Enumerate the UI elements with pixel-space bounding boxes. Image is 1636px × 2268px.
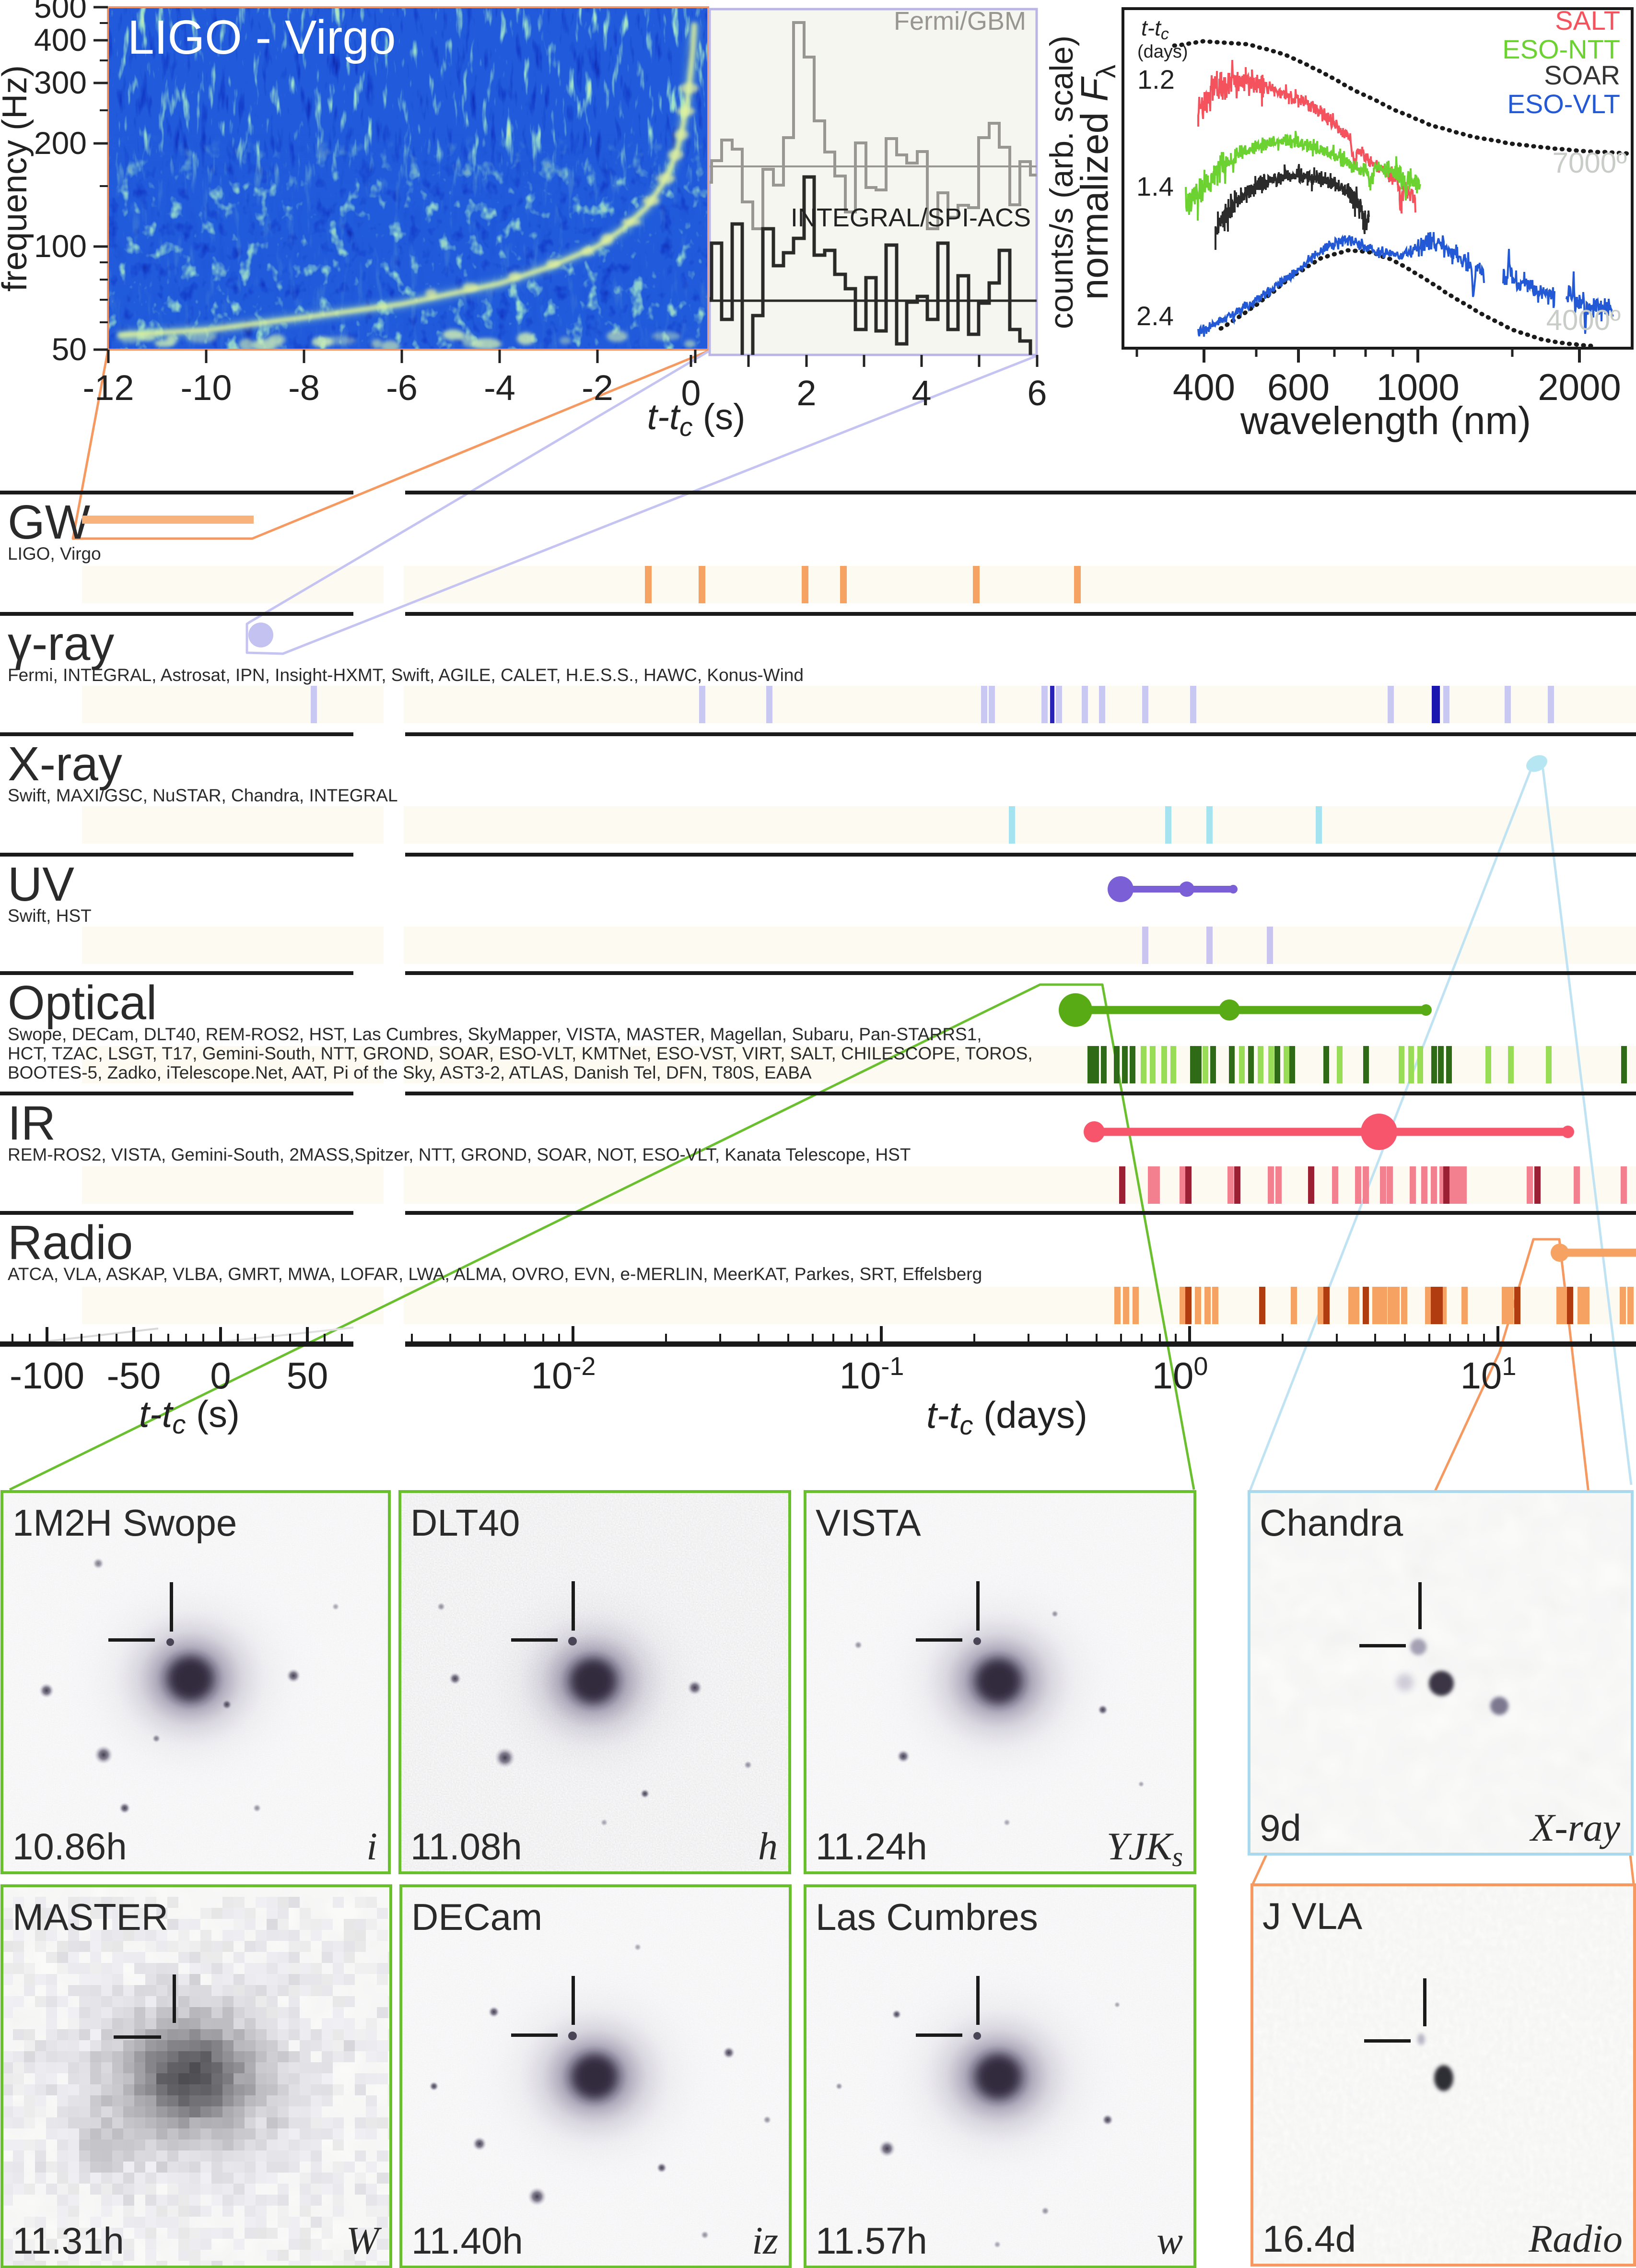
svg-text:t-tc: t-tc [1141,15,1169,43]
svg-text:50: 50 [52,331,87,367]
svg-text:X-ray: X-ray [8,737,122,791]
svg-text:2.4: 2.4 [1136,301,1174,331]
svg-text:11.08h: 11.08h [410,1825,522,1868]
svg-text:Radio: Radio [8,1216,133,1269]
svg-text:ESO-NTT: ESO-NTT [1502,34,1620,64]
svg-text:ATCA, VLA, ASKAP, VLBA, GMRT,: ATCA, VLA, ASKAP, VLBA, GMRT, MWA, LOFAR… [8,1264,982,1284]
svg-text:6: 6 [1027,373,1047,413]
svg-text:i: i [366,1824,377,1868]
svg-text:10.86h: 10.86h [12,1825,127,1868]
svg-text:DECam: DECam [411,1896,542,1938]
svg-text:0: 0 [681,373,701,413]
svg-text:h: h [758,1824,778,1868]
svg-text:Swope, DECam, DLT40, REM-ROS2,: Swope, DECam, DLT40, REM-ROS2, HST, Las … [8,1024,982,1044]
svg-text:400: 400 [34,22,87,58]
svg-text:Radio: Radio [1528,2217,1623,2260]
svg-text:-2: -2 [582,368,613,408]
svg-text:0: 0 [210,1354,231,1397]
svg-text:REM-ROS2, VISTA, Gemini-South,: REM-ROS2, VISTA, Gemini-South, 2MASS,Spi… [8,1145,911,1164]
svg-text:9d: 9d [1260,1807,1301,1849]
svg-text:4: 4 [911,373,931,413]
svg-text:normalized Fλ: normalized Fλ [1073,65,1121,300]
svg-text:1.2: 1.2 [1137,64,1175,94]
svg-text:ESO-VLT: ESO-VLT [1507,89,1620,119]
svg-text:-6: -6 [386,368,418,408]
svg-text:2: 2 [796,373,816,413]
svg-text:-4: -4 [484,368,515,408]
svg-text:Optical: Optical [8,976,157,1030]
svg-text:VISTA: VISTA [816,1502,921,1544]
svg-text:Fermi, INTEGRAL, Astrosat, IPN: Fermi, INTEGRAL, Astrosat, IPN, Insight-… [8,665,804,685]
svg-text:500: 500 [34,0,87,24]
svg-text:11.40h: 11.40h [411,2220,523,2262]
svg-text:-50: -50 [107,1354,161,1397]
svg-text:w: w [1157,2219,1183,2262]
svg-text:-8: -8 [288,368,320,408]
svg-text:Chandra: Chandra [1260,1502,1403,1544]
svg-text:GW: GW [8,495,91,549]
svg-text:Fermi/GBM: Fermi/GBM [894,7,1026,35]
svg-text:-10: -10 [181,368,232,408]
svg-text:t-tc (s): t-tc (s) [139,1393,240,1439]
svg-text:100: 100 [34,228,87,264]
svg-text:1M2H Swope: 1M2H Swope [12,1502,237,1544]
svg-text:t-tc (s): t-tc (s) [647,397,746,442]
svg-text:IR: IR [8,1096,56,1150]
svg-text:2000: 2000 [1538,366,1621,408]
svg-text:11.24h: 11.24h [816,1825,927,1868]
svg-text:BOOTES-5, Zadko, iTelescope.Ne: BOOTES-5, Zadko, iTelescope.Net, AAT, Pi… [8,1063,812,1082]
svg-text:11.31h: 11.31h [12,2220,124,2262]
svg-text:X-ray: X-ray [1529,1806,1620,1849]
svg-text:7000º: 7000º [1553,147,1627,179]
svg-text:J VLA: J VLA [1262,1895,1362,1937]
svg-text:UV: UV [8,858,74,911]
svg-text:SALT: SALT [1555,5,1620,35]
svg-text:600: 600 [1267,366,1330,408]
svg-text:200: 200 [34,125,87,161]
svg-text:LIGO, Virgo: LIGO, Virgo [8,544,101,564]
svg-text:INTEGRAL/SPI-ACS: INTEGRAL/SPI-ACS [791,203,1031,232]
svg-text:t-tc (days): t-tc (days) [926,1394,1087,1440]
svg-text:400: 400 [1173,366,1235,408]
svg-text:W: W [346,2219,382,2262]
svg-text:iz: iz [752,2219,778,2262]
svg-text:wavelength (nm): wavelength (nm) [1240,399,1531,443]
svg-text:300: 300 [34,65,87,100]
svg-text:-12: -12 [83,368,134,408]
svg-text:16.4d: 16.4d [1262,2218,1356,2260]
svg-text:γ-ray: γ-ray [8,617,114,670]
svg-text:(days): (days) [1137,42,1188,62]
svg-text:counts/s (arb. scale): counts/s (arb. scale) [1043,35,1080,329]
svg-text:Swift, MAXI/GSC, NuSTAR, Chand: Swift, MAXI/GSC, NuSTAR, Chandra, INTEGR… [8,786,398,805]
svg-text:-100: -100 [10,1354,84,1397]
svg-text:SOAR: SOAR [1544,60,1620,90]
svg-text:LIGO - Virgo: LIGO - Virgo [128,11,396,64]
svg-text:DLT40: DLT40 [410,1502,520,1544]
svg-text:50: 50 [287,1354,328,1397]
svg-text:MASTER: MASTER [12,1896,168,1938]
svg-text:4000º: 4000º [1546,304,1621,336]
svg-text:1.4: 1.4 [1136,171,1174,201]
svg-text:1000: 1000 [1376,366,1460,408]
svg-text:Las Cumbres: Las Cumbres [816,1896,1038,1938]
svg-text:YJKs: YJKs [1107,1824,1183,1872]
svg-text:Swift, HST: Swift, HST [8,906,92,926]
svg-text:11.57h: 11.57h [816,2220,927,2262]
svg-text:HCT, TZAC, LSGT, T17, Gemini-S: HCT, TZAC, LSGT, T17, Gemini-South, NTT,… [8,1044,1033,1063]
svg-text:frequency (Hz): frequency (Hz) [0,65,34,292]
svg-text:10-1: 10-1 [840,1352,904,1397]
